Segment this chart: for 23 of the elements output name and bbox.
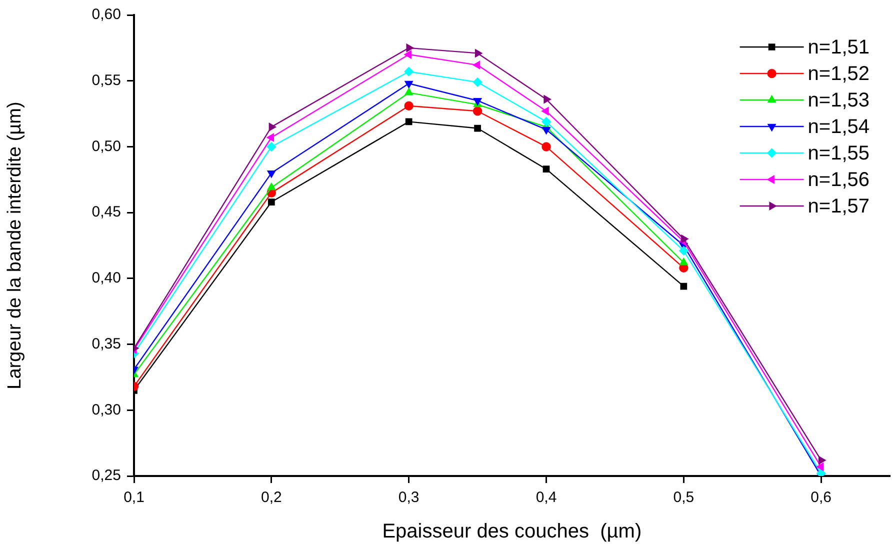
y-tick-label: 0,25	[92, 467, 121, 484]
x-tick-label: 0,2	[260, 489, 282, 506]
y-tick-label: 0,60	[92, 6, 121, 24]
legend-label: n=1,57	[808, 196, 870, 218]
legend-label: n=1,54	[808, 116, 870, 138]
x-tick-label: 0,4	[536, 489, 557, 506]
x-axis-title: Epaisseur des couches (µm)	[382, 520, 642, 543]
y-tick-label: 0,50	[92, 138, 121, 155]
legend-label: n=1,55	[808, 142, 870, 165]
x-tick-label: 0,3	[398, 489, 420, 506]
y-tick-label: 0,40	[92, 270, 121, 287]
legend-label: n=1,51	[808, 36, 870, 59]
legend-label: n=1,53	[808, 90, 870, 112]
y-tick-label: 0,45	[92, 204, 121, 221]
x-tick-label: 0,1	[124, 489, 144, 506]
x-tick-label: 0,6	[810, 489, 832, 506]
x-tick-label: 0,5	[673, 489, 694, 506]
y-tick-label: 0,55	[92, 72, 121, 89]
y-axis-title: Largeur de la bande interdite (µm)	[4, 102, 26, 390]
legend-label: n=1,56	[808, 169, 870, 192]
y-tick-label: 0,35	[92, 335, 121, 352]
legend-label: n=1,52	[808, 63, 870, 86]
y-tick-label: 0,30	[92, 401, 121, 418]
